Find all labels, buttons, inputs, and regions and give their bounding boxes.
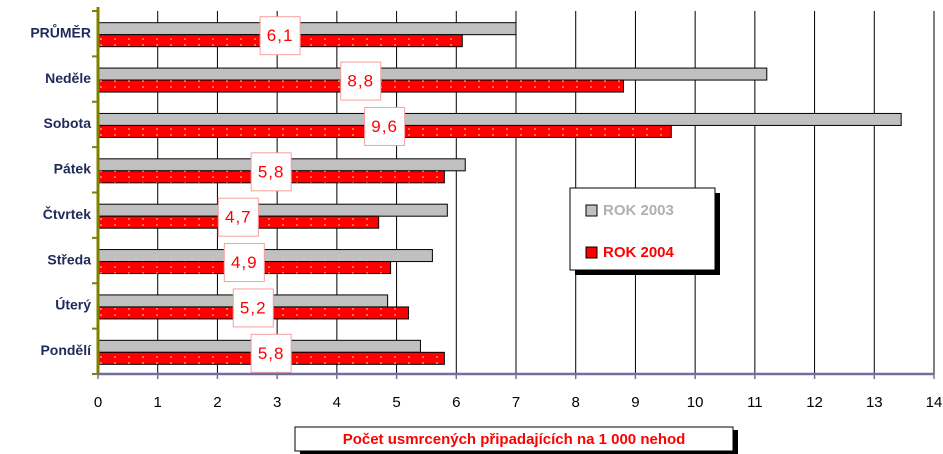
y-tick-label: Pátek: [54, 161, 92, 177]
x-tick-label: 10: [687, 394, 704, 411]
x-tick-label: 4: [333, 394, 341, 411]
bar: [97, 22, 517, 36]
bar-group: [97, 22, 517, 36]
bar: [97, 249, 433, 263]
bar-group: [97, 112, 902, 126]
value-label-box: [217, 197, 259, 237]
bar: [97, 203, 448, 217]
bar-group: [97, 67, 768, 81]
value-label-box: [232, 288, 274, 328]
x-tick-label: 11: [747, 394, 763, 411]
y-tick-label: Středa: [47, 251, 91, 267]
y-tick-label: Pondělí: [40, 342, 92, 358]
legend-swatch: [585, 246, 598, 259]
value-label-box: [250, 152, 292, 192]
legend-swatch: [585, 204, 598, 217]
y-tick-label: PRŮMĚR: [30, 22, 91, 40]
value-label-box: [259, 16, 301, 56]
value-label: 4,9: [231, 253, 258, 272]
bar-group: [97, 249, 433, 263]
bar: [97, 67, 768, 81]
x-tick-label: 12: [806, 394, 823, 411]
y-tick-label: Neděle: [45, 70, 91, 86]
legend-label: ROK 2003: [603, 202, 674, 219]
legend-label: ROK 2004: [603, 244, 675, 261]
y-tick-label: Úterý: [55, 296, 91, 313]
value-label: 6,1: [267, 26, 294, 45]
value-label: 8,8: [347, 72, 374, 91]
x-tick-label: 1: [154, 394, 162, 411]
x-tick-label: 2: [213, 394, 221, 411]
x-tick-label: 8: [572, 394, 580, 411]
y-tick-label: Sobota: [44, 115, 92, 131]
x-tick-label: 6: [452, 394, 460, 411]
value-label: 5,8: [258, 162, 285, 181]
bar-group: [97, 203, 448, 217]
value-label: 5,2: [240, 298, 267, 317]
x-tick-label: 0: [94, 394, 102, 411]
value-label: 5,8: [258, 344, 285, 363]
value-label-box: [364, 106, 406, 146]
y-tick-label: Čtvrtek: [43, 205, 91, 222]
value-label: 4,7: [225, 208, 252, 227]
x-tick-label: 9: [631, 394, 639, 411]
x-tick-label: 7: [512, 394, 520, 411]
value-label-box: [340, 61, 382, 101]
x-axis-label: Počet usmrcených připadajících na 1 000 …: [343, 431, 686, 448]
x-tick-label: 14: [926, 394, 943, 411]
bar: [97, 112, 902, 126]
value-label: 9,6: [371, 117, 398, 136]
x-tick-label: 5: [392, 394, 400, 411]
x-label-box: [294, 426, 734, 452]
value-label-box: [250, 333, 292, 373]
x-tick-label: 3: [273, 394, 281, 411]
value-label-box: [223, 243, 265, 283]
x-tick-label: 13: [866, 394, 883, 411]
